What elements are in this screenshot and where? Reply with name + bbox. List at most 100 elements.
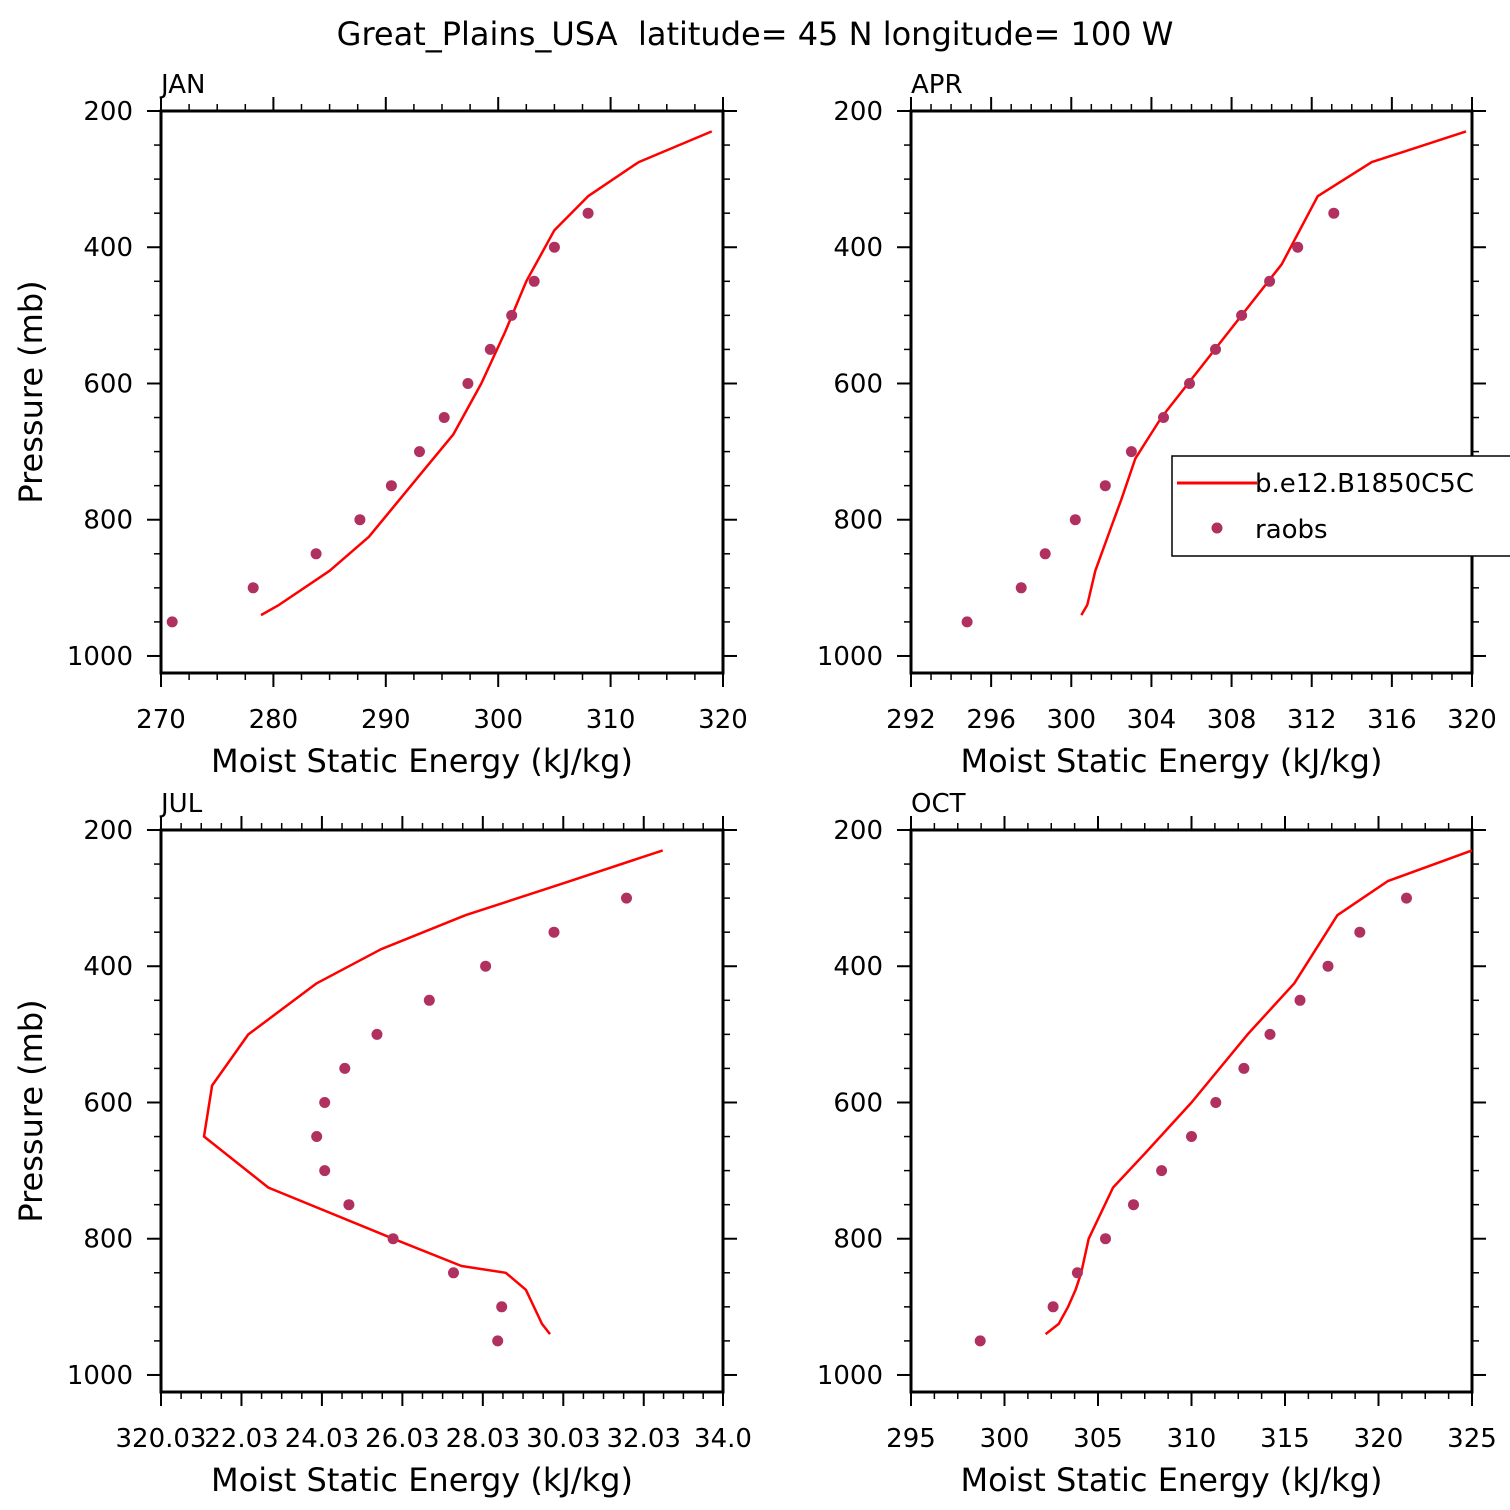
y-tick-label: 1000 (817, 1361, 883, 1391)
obs-point (343, 1199, 355, 1211)
obs-point (1322, 960, 1334, 972)
panel-label: APR (911, 70, 963, 100)
panel-label: OCT (911, 789, 966, 819)
x-tick-label: 300 (473, 705, 523, 735)
legend: b.e12.B1850C5C raobs (1171, 455, 1510, 557)
obs-point (1156, 1165, 1168, 1177)
y-tick-label: 800 (833, 506, 883, 536)
obs-point (548, 241, 560, 253)
panel-jan: 270 280 290 300 310 320 200 400 600 800 1000 JAN Moi… (12, 70, 748, 780)
x-axis-label: Moist Static Energy (kJ/kg) (211, 1461, 633, 1499)
x-tick-label: 320 (698, 705, 748, 735)
x-tick-label: 292 (886, 705, 936, 735)
panels-group: 270 280 290 300 310 320 200 400 600 800 1000 JAN Moi… (12, 70, 1497, 1499)
obs-point (319, 1097, 331, 1108)
obs-point (462, 378, 474, 389)
obs-point (1184, 378, 1195, 389)
obs-point (319, 1165, 331, 1177)
obs-point (974, 1335, 986, 1347)
model-line (202, 849, 664, 1335)
y-tick-label: 800 (833, 1225, 883, 1255)
legend-box (1171, 455, 1510, 557)
panel-oct: 295 300 305 310 315 320 325 200 400 600 800 1000 OCT… (817, 789, 1497, 1499)
x-tick-label: 24.03 (285, 1424, 359, 1454)
obs-point (1238, 1062, 1250, 1074)
obs-point (492, 1335, 504, 1347)
obs-point (1071, 1267, 1083, 1279)
obs-point (496, 1301, 508, 1313)
x-tick-label: 28.03 (446, 1424, 520, 1454)
obs-point (414, 446, 425, 458)
y-tick-label: 800 (83, 506, 133, 536)
x-tick-label: 316 (1367, 705, 1417, 735)
obs-point (582, 207, 594, 219)
obs-point (480, 960, 492, 972)
obs-point (311, 1131, 323, 1142)
obs-point (166, 616, 178, 628)
obs-point (1015, 582, 1027, 594)
obs-point (1186, 1131, 1197, 1142)
y-tick-label: 1000 (67, 1361, 133, 1391)
x-tick-label: 300 (980, 1424, 1030, 1454)
obs-point (371, 1028, 383, 1040)
obs-point (448, 1267, 459, 1279)
x-tick-label: 32.03 (607, 1424, 681, 1454)
x-tick-label: 315 (1260, 1424, 1310, 1454)
obs-point (1125, 446, 1137, 458)
y-tick-label: 800 (83, 1225, 133, 1255)
obs-point (1047, 1301, 1059, 1313)
obs-point (1100, 1233, 1111, 1245)
x-tick-label: 325 (1447, 1424, 1497, 1454)
x-tick-label: 295 (886, 1424, 936, 1454)
x-tick-label: 308 (1207, 705, 1257, 735)
y-tick-label: 400 (833, 952, 883, 982)
x-tick-label: 290 (361, 705, 411, 735)
y-tick-label: 400 (83, 233, 133, 263)
legend-obs-label: raobs (1255, 515, 1328, 545)
obs-point (387, 1233, 399, 1245)
model-line (1044, 849, 1473, 1336)
obs-point (438, 412, 450, 423)
x-tick-label: 270 (136, 705, 186, 735)
y-axis-label: Pressure (mb) (12, 280, 50, 503)
obs-point (1069, 514, 1081, 526)
x-tick-label: 26.03 (365, 1424, 439, 1454)
obs-point (1294, 994, 1306, 1006)
x-tick-label: 320 (1447, 705, 1497, 735)
y-tick-label: 600 (83, 369, 133, 399)
y-tick-label: 400 (833, 233, 883, 263)
obs-point (1401, 892, 1412, 904)
x-axis-label: Moist Static Energy (kJ/kg) (961, 1461, 1383, 1499)
obs-point (1354, 926, 1366, 938)
obs-point (385, 480, 397, 492)
y-tick-label: 400 (83, 952, 133, 982)
legend-model-label: b.e12.B1850C5C (1255, 469, 1474, 499)
y-tick-label: 1000 (817, 642, 883, 672)
x-tick-label: 30.03 (526, 1424, 600, 1454)
panel-label: JAN (159, 70, 205, 100)
obs-point (1210, 1097, 1222, 1108)
obs-point (484, 343, 496, 355)
x-tick-label: 320.03 (116, 1424, 207, 1454)
obs-point (1328, 207, 1340, 219)
y-tick-label: 200 (833, 97, 883, 127)
y-tick-label: 600 (83, 1088, 133, 1118)
x-tick-label: 300 (1046, 705, 1096, 735)
obs-point (621, 892, 632, 904)
obs-point (1039, 548, 1051, 560)
x-tick-label: 296 (966, 705, 1016, 735)
y-tick-label: 600 (833, 1088, 883, 1118)
model-line (260, 130, 713, 617)
obs-point (1264, 275, 1276, 287)
figure-title: Great_Plains_USA latitude= 45 N longitud… (337, 15, 1174, 53)
obs-point (961, 616, 973, 628)
plot-frame (909, 109, 1474, 675)
obs-point (354, 514, 366, 526)
x-tick-label: 280 (249, 705, 299, 735)
obs-point (1099, 480, 1111, 492)
obs-point (1236, 309, 1248, 321)
x-axis-label: Moist Static Energy (kJ/kg) (211, 742, 633, 780)
x-tick-label: 320 (1354, 1424, 1404, 1454)
